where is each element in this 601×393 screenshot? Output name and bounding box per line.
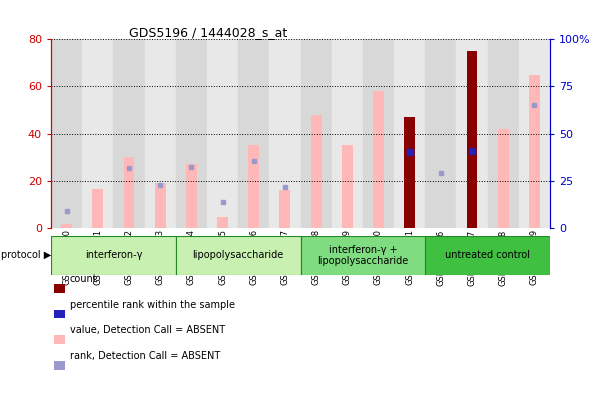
- Bar: [311, 115, 322, 228]
- Bar: [154, 183, 166, 228]
- Bar: [342, 145, 353, 228]
- Bar: [93, 189, 103, 228]
- Bar: [373, 91, 384, 228]
- Bar: [300, 236, 426, 275]
- Bar: [426, 39, 456, 228]
- Text: lipopolysaccharide: lipopolysaccharide: [192, 250, 284, 261]
- Text: untreated control: untreated control: [445, 250, 530, 261]
- Text: interferon-γ: interferon-γ: [85, 250, 142, 261]
- Text: value, Detection Call = ABSENT: value, Detection Call = ABSENT: [70, 325, 225, 335]
- Bar: [124, 157, 135, 228]
- Bar: [186, 164, 197, 228]
- Text: rank, Detection Call = ABSENT: rank, Detection Call = ABSENT: [70, 351, 220, 361]
- Bar: [498, 129, 508, 228]
- Bar: [217, 217, 228, 228]
- Bar: [487, 39, 519, 228]
- Bar: [466, 51, 477, 228]
- Bar: [269, 39, 300, 228]
- Bar: [529, 75, 540, 228]
- Bar: [363, 39, 394, 228]
- Bar: [176, 236, 300, 275]
- Bar: [519, 39, 550, 228]
- Bar: [394, 39, 426, 228]
- Bar: [426, 236, 550, 275]
- Text: percentile rank within the sample: percentile rank within the sample: [70, 299, 235, 310]
- Bar: [238, 39, 269, 228]
- Bar: [114, 39, 145, 228]
- Text: protocol ▶: protocol ▶: [1, 250, 51, 261]
- Text: count: count: [70, 274, 97, 284]
- Bar: [61, 224, 72, 228]
- Bar: [300, 39, 332, 228]
- Bar: [51, 39, 82, 228]
- Bar: [332, 39, 363, 228]
- Bar: [176, 39, 207, 228]
- Bar: [248, 145, 259, 228]
- Bar: [207, 39, 238, 228]
- Text: GDS5196 / 1444028_s_at: GDS5196 / 1444028_s_at: [129, 26, 287, 39]
- Text: interferon-γ +
lipopolysaccharide: interferon-γ + lipopolysaccharide: [317, 245, 409, 266]
- Bar: [51, 236, 176, 275]
- Bar: [145, 39, 176, 228]
- Bar: [456, 39, 487, 228]
- Bar: [279, 190, 290, 228]
- Bar: [404, 117, 415, 228]
- Bar: [82, 39, 114, 228]
